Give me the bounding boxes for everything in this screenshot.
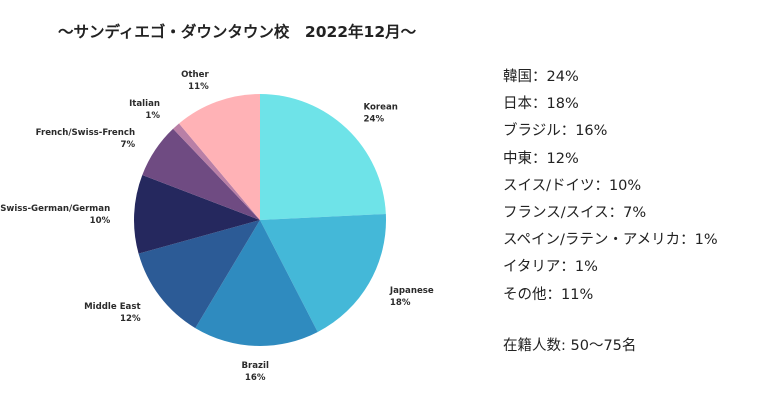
- slice-percent: 12%: [120, 314, 141, 324]
- slice-percent: 16%: [245, 373, 266, 383]
- enrollment-count: 在籍人数: 50〜75名: [503, 338, 637, 354]
- slice-label: Brazil: [241, 361, 269, 371]
- slice-percent: 11%: [188, 82, 209, 92]
- pie-slice-brazil: [195, 220, 318, 347]
- legend: 韓国：24% 日本：18% ブラジル：16% 中東：12% スイス/ドイツ：10% フラン…: [503, 64, 718, 309]
- slice-label: Middle East: [84, 302, 140, 312]
- pie-slice-korean: [260, 94, 386, 220]
- pie-slice-other: [179, 94, 260, 220]
- chart-title: 〜サンディエゴ・ダウンタウン校 2022年12月〜: [58, 23, 417, 41]
- pie-slice-swiss-german-german: [134, 175, 260, 254]
- slice-label: Other: [181, 70, 209, 80]
- pie-slice-japanese: [260, 214, 387, 332]
- slice-label: Swiss-German/German: [0, 204, 110, 214]
- legend-item: ブラジル：16%: [503, 123, 608, 140]
- legend-item: 日本：18%: [503, 96, 579, 113]
- legend-item: 中東：12%: [503, 150, 579, 167]
- pie-slice-french-swiss-french: [142, 128, 260, 220]
- slice-percent: 18%: [390, 298, 411, 308]
- slice-percent: 1%: [145, 111, 160, 121]
- slice-percent: 7%: [121, 140, 136, 150]
- legend-item: 韓国：24%: [503, 69, 579, 85]
- slice-label: Korean: [364, 102, 398, 112]
- pie-slice-italian: [173, 123, 260, 220]
- pie-slice-middle-east: [138, 220, 260, 329]
- legend-item: スペイン/ラテン・アメリカ：1%: [503, 232, 718, 249]
- legend-item: その他：11%: [503, 286, 594, 303]
- slice-percent: 24%: [364, 114, 385, 124]
- slice-label: French/Swiss-French: [36, 128, 135, 138]
- slice-percent: 10%: [90, 216, 111, 226]
- slice-label: Japanese: [389, 286, 434, 296]
- slice-label: Italian: [129, 99, 160, 109]
- legend-item: スイス/ドイツ：10%: [503, 177, 642, 194]
- legend-item: フランス/スイス：7%: [503, 205, 647, 222]
- legend-item: イタリア：1%: [503, 259, 598, 276]
